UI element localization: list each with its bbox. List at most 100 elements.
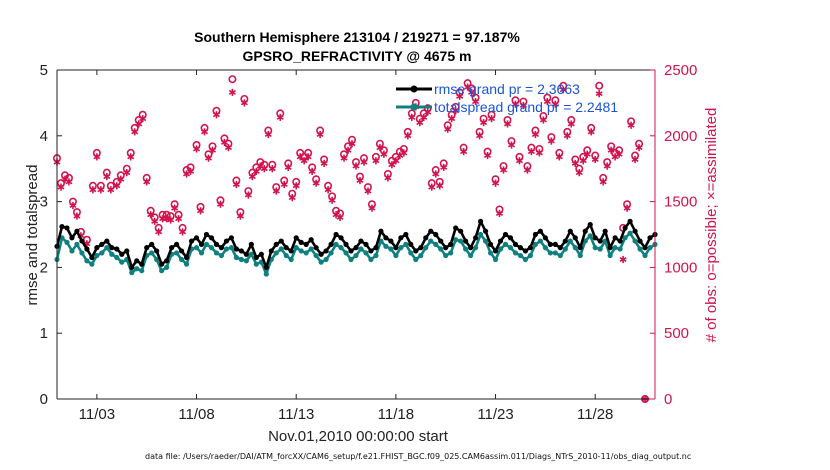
rmse-point	[448, 241, 454, 247]
rmse-point	[79, 238, 85, 244]
totalspread-point	[223, 246, 230, 252]
obs-assimilated-marker	[151, 217, 159, 225]
legend-spread-label: totalspread grand pr = 2.2481	[434, 99, 618, 115]
obs-possible-marker	[595, 81, 604, 90]
x-tick-label: 11/08	[178, 406, 214, 423]
rmse-point	[124, 248, 130, 254]
rmse-point	[223, 238, 230, 244]
totalspread-point	[293, 245, 299, 251]
totalspread-point	[468, 252, 474, 259]
totalspread-point	[273, 250, 279, 256]
totalspread-point	[114, 254, 120, 261]
obs-assimilated-marker	[316, 130, 324, 139]
totalspread-point	[477, 231, 484, 238]
rmse-point	[477, 218, 484, 224]
totalspread-point	[159, 268, 165, 274]
obs-assimilated-marker	[456, 92, 464, 100]
rmse-point	[278, 238, 284, 244]
obs-assimilated-marker	[97, 186, 105, 194]
totalspread-point	[213, 250, 220, 256]
totalspread-point	[298, 248, 304, 254]
rmse-point	[228, 235, 235, 241]
rmse-point	[388, 238, 394, 244]
totalspread-point	[423, 245, 429, 251]
rmse-point	[453, 225, 459, 231]
x-tick-label: 11/13	[278, 406, 314, 423]
totalspread-point	[547, 250, 553, 256]
rmse-point	[642, 245, 648, 251]
obs-assimilated-marker	[464, 83, 472, 91]
obs-assimilated-marker	[308, 167, 316, 175]
obs-assimilated-marker	[340, 154, 348, 162]
obs-assimilated-marker	[196, 207, 205, 215]
tick-layer: 11/03 11/08 11/13 11/18 11/23 11/28 0 1 2 3 4 5 0 500…	[40, 62, 698, 423]
totalspread-point	[572, 245, 578, 251]
obs-assimilated-marker	[523, 166, 531, 174]
rmse-point	[318, 251, 324, 257]
totalspread-point	[253, 261, 259, 267]
totalspread-point	[418, 252, 424, 259]
obs-assimilated-marker	[216, 200, 224, 208]
obs-assimilated-marker	[404, 132, 412, 140]
obs-assimilated-marker	[440, 163, 448, 171]
obs-assimilated-marker	[372, 157, 380, 165]
obs-assimilated-marker	[57, 183, 65, 191]
rmse-point	[238, 248, 244, 254]
rmse-point	[149, 241, 155, 247]
legend-spread-marker	[410, 103, 418, 111]
rmse-point	[622, 225, 628, 231]
obs-assimilated-marker	[232, 180, 240, 189]
totalspread-point	[238, 256, 244, 263]
rmse-point	[418, 245, 424, 251]
y-tick-label-right: 500	[664, 325, 689, 342]
obs-assimilated-marker	[240, 99, 248, 107]
rmse-point	[134, 258, 140, 264]
rmse-point	[607, 245, 613, 251]
obs-assimilated-marker	[167, 216, 175, 224]
rmse-point	[308, 237, 314, 243]
rmse-point	[438, 238, 444, 244]
obs-assimilated-marker	[268, 165, 276, 173]
rmse-point	[243, 251, 249, 257]
obs-count-layer	[52, 75, 650, 403]
obs-assimilated-marker	[248, 172, 256, 181]
rmse-point	[353, 245, 359, 251]
rmse-point	[542, 235, 548, 241]
rmse-point	[577, 245, 583, 251]
rmse-point	[298, 239, 304, 245]
rmse-point	[398, 235, 404, 241]
totalspread-point	[398, 245, 404, 251]
totalspread-point	[567, 238, 573, 244]
rmse-point	[378, 228, 384, 234]
obs-assimilated-marker	[623, 204, 631, 212]
rmse-point	[522, 248, 529, 254]
totalspread-point	[74, 241, 80, 247]
rmse-point	[268, 248, 274, 254]
totalspread-point	[149, 250, 155, 256]
rmse-point	[433, 231, 439, 238]
totalspread-point	[343, 250, 349, 256]
obs-assimilated-marker	[603, 162, 611, 170]
totalspread-point	[482, 238, 489, 244]
y-tick-label-right: 1000	[664, 259, 697, 276]
obs-assimilated-marker	[452, 107, 460, 115]
rmse-point	[497, 238, 504, 244]
rmse-point	[532, 231, 539, 238]
obs-assimilated-marker	[260, 165, 268, 173]
totalspread-point	[592, 245, 598, 251]
obs-assimilated-marker	[324, 186, 332, 194]
rmse-point	[537, 228, 543, 234]
obs-assimilated-marker	[280, 180, 288, 189]
totalspread-point	[84, 258, 90, 264]
totalspread-point	[428, 238, 434, 244]
obs-assimilated-marker	[175, 215, 183, 223]
totalspread-point	[233, 254, 239, 261]
totalspread-point	[99, 250, 105, 256]
legend-rmse-label: rmse grand pr = 2.3663	[434, 81, 580, 97]
rmse-point	[373, 245, 379, 251]
obs-assimilated-marker	[631, 155, 639, 164]
totalspread-point	[438, 246, 444, 252]
totalspread-point	[323, 256, 329, 263]
rmse-point	[233, 246, 239, 252]
rmse-point	[492, 248, 499, 254]
